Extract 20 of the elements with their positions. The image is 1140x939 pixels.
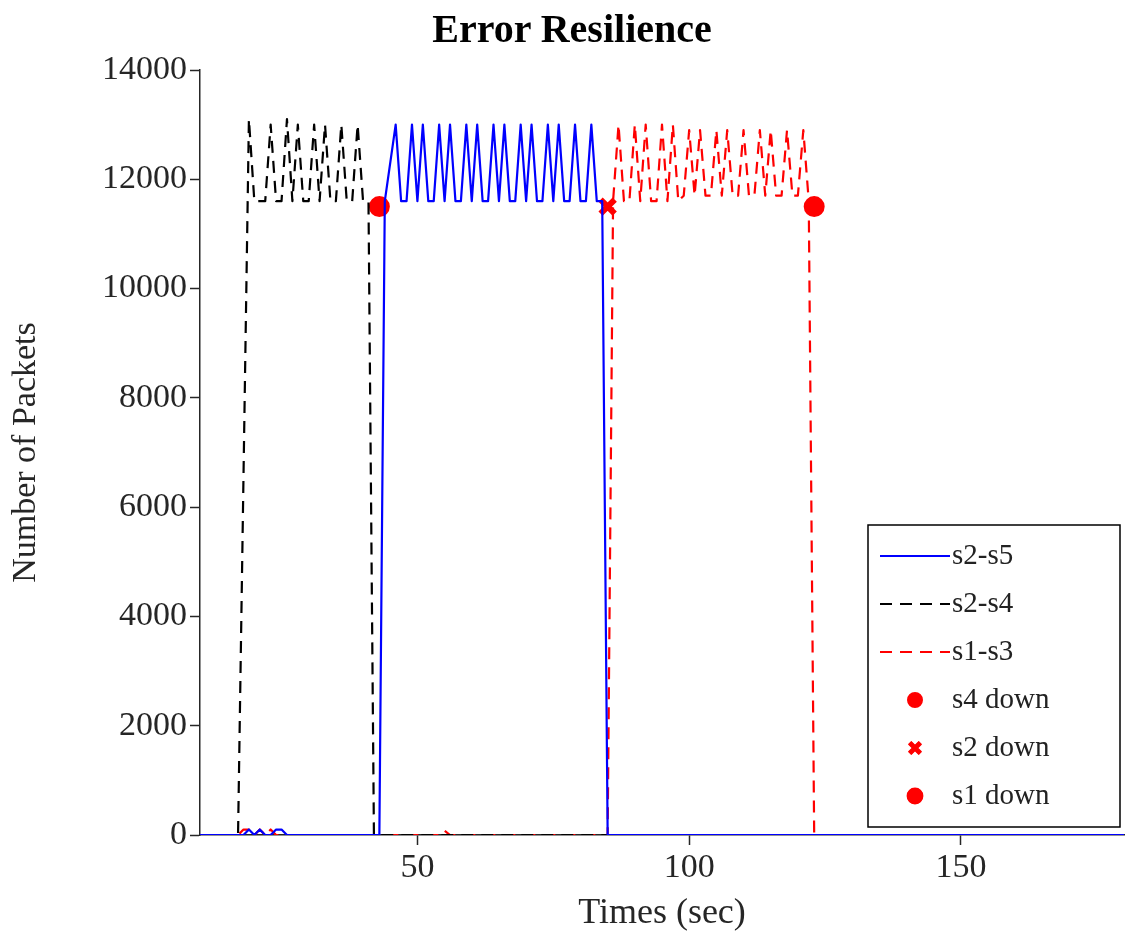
y-tick-label: 0 bbox=[170, 813, 187, 851]
legend-label: s4 down bbox=[952, 681, 1050, 714]
y-tick-label: 6000 bbox=[119, 486, 187, 524]
legend-label: s2-s5 bbox=[952, 537, 1014, 570]
y-tick-label: 14000 bbox=[102, 48, 187, 86]
x-tick-label: 50 bbox=[400, 847, 435, 885]
legend-label: s2-s4 bbox=[952, 585, 1014, 618]
y-tick-label: 2000 bbox=[119, 704, 187, 742]
chart-title: Error Resilience bbox=[432, 6, 712, 52]
x-tick-label: 100 bbox=[663, 847, 715, 885]
y-axis-title: Number of Packets bbox=[5, 322, 43, 583]
legend-label: s1 down bbox=[952, 777, 1050, 810]
y-tick-label: 10000 bbox=[102, 267, 187, 305]
x-axis-title: Times (sec) bbox=[578, 890, 746, 931]
y-tick-label: 8000 bbox=[119, 376, 187, 414]
legend-label: s2 down bbox=[952, 729, 1050, 762]
legend-label: s1-s3 bbox=[952, 633, 1014, 666]
x-tick-label: 150 bbox=[935, 847, 987, 885]
y-tick-label: 4000 bbox=[119, 595, 187, 633]
y-tick-label: 12000 bbox=[102, 158, 187, 196]
